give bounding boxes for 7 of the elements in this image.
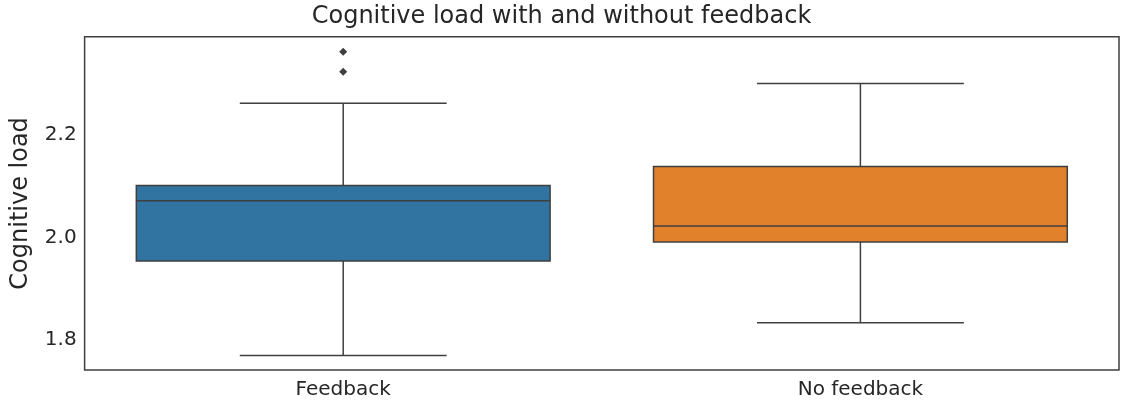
chart-title: Cognitive load with and without feedback — [311, 0, 812, 29]
y-tick-label: 1.8 — [44, 326, 77, 351]
y-tick-label: 2.2 — [44, 120, 77, 145]
y-tick-label: 2.0 — [44, 223, 77, 248]
y-axis-title: Cognitive load — [4, 117, 33, 290]
x-tick-label: Feedback — [295, 376, 392, 401]
x-tick-label: No feedback — [797, 376, 924, 401]
